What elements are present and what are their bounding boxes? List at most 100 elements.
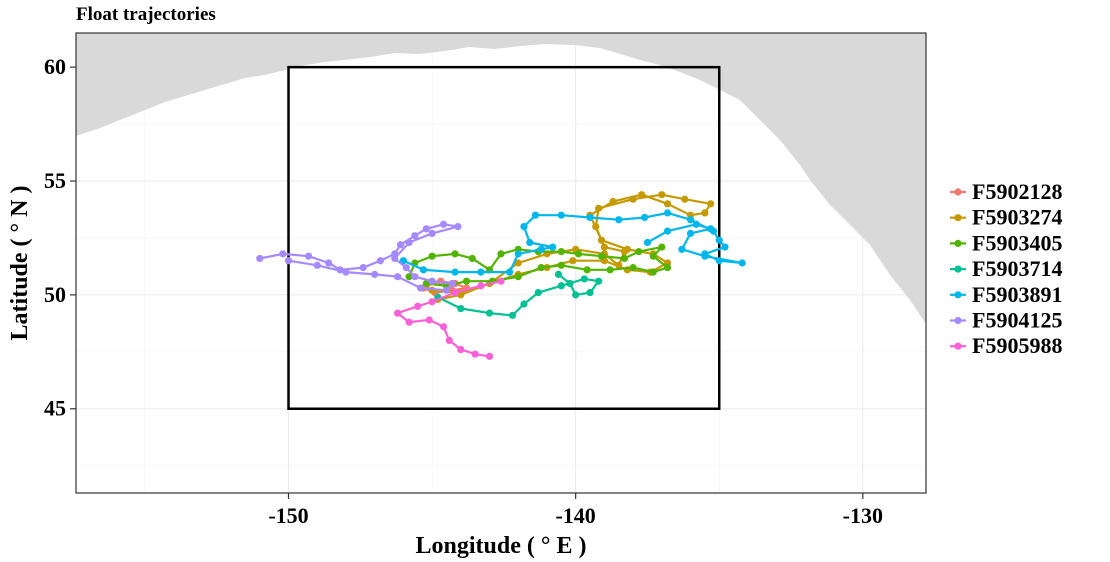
legend-item-F5902128: F5902128 (950, 179, 1062, 204)
trajectory-point (715, 257, 723, 265)
trajectory-point (715, 236, 723, 244)
trajectory-point (526, 238, 534, 247)
trajectory-point (520, 222, 528, 231)
y-tick-label: 50 (44, 282, 66, 307)
trajectory-point (649, 252, 657, 260)
trajectory-point (615, 261, 623, 269)
trajectory-point (701, 252, 709, 260)
trajectory-point (457, 291, 465, 299)
trajectory-point (394, 273, 402, 281)
trajectory-point (359, 263, 367, 272)
trajectory-point (566, 279, 574, 288)
trajectory-point (442, 286, 451, 294)
trajectory-point (663, 227, 672, 235)
trajectory-point (649, 268, 657, 276)
trajectory-point (428, 298, 436, 306)
land-mass (76, 33, 926, 324)
trajectory-point (506, 268, 514, 276)
x-axis-title: Longitude ( ° E ) (416, 533, 587, 559)
trajectory-point (508, 311, 517, 319)
trajectory-point (336, 266, 344, 274)
legend-label: F5903714 (972, 256, 1062, 281)
trajectory-point (537, 245, 545, 253)
trajectory-point (686, 229, 695, 237)
trajectory-point (557, 282, 565, 290)
trajectory-point (416, 284, 425, 292)
trajectory-point (428, 277, 436, 285)
x-axis: -150 -140 -130 (268, 493, 883, 528)
legend-label: F5904125 (972, 308, 1062, 333)
trajectory-point (462, 277, 471, 285)
trajectory-point (721, 243, 729, 251)
trajectory-point (531, 211, 540, 219)
legend-item-F5904125: F5904125 (950, 308, 1062, 333)
trajectory-point (600, 243, 608, 251)
trajectory-point (477, 282, 485, 290)
legend-item-F5903714: F5903714 (950, 256, 1062, 281)
trajectory-point (597, 236, 606, 244)
legend-key-point (954, 291, 962, 299)
trajectory-point (468, 254, 476, 263)
trajectory-point (451, 289, 459, 297)
trajectory-point (451, 250, 459, 258)
trajectory-point (376, 257, 384, 265)
trajectory-point (701, 209, 709, 217)
trajectory-point (454, 222, 462, 231)
trajectory-F5903891 (399, 209, 746, 276)
trajectory-point (419, 266, 428, 274)
trajectory-point (678, 245, 686, 253)
trajectory-point (514, 273, 522, 281)
trajectory-point (485, 352, 494, 360)
trajectory-point (477, 268, 485, 276)
legend-key-point (954, 239, 962, 247)
trajectory-point (686, 216, 695, 224)
trajectory-point (692, 220, 700, 228)
y-tick-label: 60 (44, 54, 66, 79)
trajectory-point (414, 302, 422, 310)
trajectory-point (569, 257, 577, 265)
trajectory-point (574, 250, 583, 258)
legend-label: F5902128 (972, 179, 1062, 204)
trajectory-point (422, 279, 430, 288)
trajectory-point (638, 191, 646, 199)
trajectory-point (580, 275, 588, 283)
trajectory-point (457, 304, 465, 313)
trajectory-point (592, 222, 600, 231)
trajectory-point (425, 316, 433, 324)
trajectory-point (451, 268, 459, 276)
legend-key-point (954, 316, 962, 325)
trajectory-point (640, 213, 649, 222)
trajectory-point (305, 252, 313, 260)
trajectory-point (609, 197, 617, 206)
trajectory-point (445, 336, 453, 345)
trajectory-point (583, 266, 591, 274)
trajectories (256, 191, 746, 360)
trajectory-point (681, 195, 689, 203)
trajectory-F5905988 (394, 277, 505, 360)
trajectory-point (411, 232, 419, 240)
trajectory-point (514, 250, 522, 258)
trajectory-point (663, 200, 672, 208)
trajectory-point (439, 323, 448, 331)
trajectory-point (402, 263, 410, 272)
trajectory-point (405, 318, 413, 326)
trajectory-point (422, 225, 430, 233)
trajectory-point (658, 191, 666, 199)
trajectory-point (615, 216, 623, 224)
trajectory-point (342, 268, 350, 276)
y-tick-label: 55 (44, 168, 66, 193)
trajectory-point (448, 279, 456, 288)
x-tick-label: -150 (268, 503, 308, 528)
trajectory-point (597, 252, 606, 260)
trajectory-point (394, 309, 402, 317)
trajectory-point (557, 248, 565, 256)
x-tick-label: -130 (843, 503, 883, 528)
trajectory-point (279, 250, 287, 258)
panel-border (75, 32, 927, 494)
y-tick-label: 45 (44, 396, 66, 421)
trajectory-point (586, 289, 594, 297)
trajectory-point (606, 266, 614, 274)
trajectory-point (554, 270, 563, 278)
trajectory-path (408, 246, 669, 287)
trajectory-point (428, 229, 436, 237)
